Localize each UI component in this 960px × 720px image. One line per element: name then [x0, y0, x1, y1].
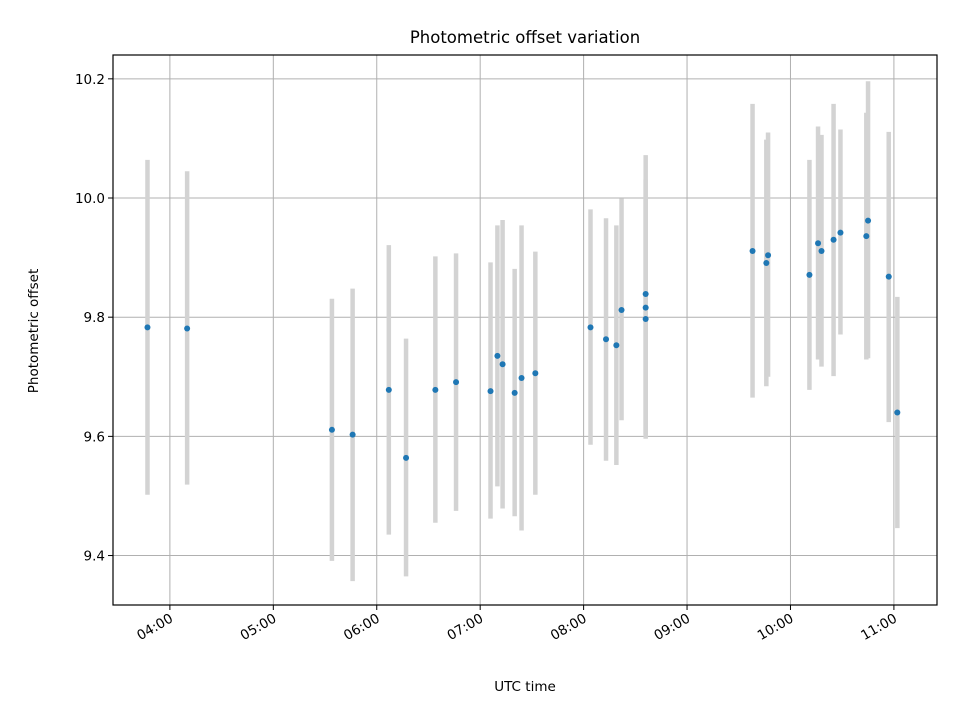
data-point [763, 259, 770, 266]
data-point [806, 271, 813, 278]
y-tick-label: 10.2 [75, 72, 105, 88]
x-axis-label: UTC time [494, 679, 556, 695]
y-axis-label: Photometric offset [26, 269, 42, 393]
x-tick-label: 08:00 [548, 611, 590, 644]
x-tick-label: 04:00 [134, 611, 176, 644]
y-tick-label: 9.6 [84, 429, 105, 445]
data-point [144, 324, 151, 331]
data-point [618, 307, 625, 314]
data-point [865, 217, 872, 224]
data-points [144, 217, 901, 461]
data-point [499, 361, 506, 368]
data-point [532, 370, 539, 377]
grid [113, 55, 937, 605]
x-tick-label: 05:00 [238, 611, 280, 644]
data-point [587, 324, 594, 331]
data-point [642, 315, 649, 322]
data-point [818, 248, 825, 255]
data-point [642, 304, 649, 311]
y-tick-label: 9.4 [84, 549, 105, 565]
data-point [613, 342, 620, 349]
plot-frame [112, 54, 938, 606]
data-point [765, 252, 772, 259]
data-point [815, 240, 822, 247]
y-tick-label: 9.8 [84, 310, 105, 326]
x-tick-label: 09:00 [651, 611, 693, 644]
data-point [432, 386, 439, 393]
chart-title: Photometric offset variation [410, 28, 640, 47]
x-tick-label: 10:00 [755, 611, 797, 644]
data-point [349, 431, 356, 438]
data-point [603, 336, 610, 343]
data-point [403, 454, 410, 461]
data-point [184, 325, 191, 332]
data-point [830, 236, 837, 243]
data-point [863, 233, 870, 240]
data-point [511, 389, 518, 396]
data-point [642, 290, 649, 297]
data-point [328, 426, 335, 433]
data-point [453, 379, 460, 386]
data-point [494, 352, 501, 359]
y-tick-label: 10.0 [75, 191, 105, 207]
y-axis-ticks: 9.4 9.6 9.8 10.0 10.2 [75, 72, 113, 565]
data-point [894, 409, 901, 416]
data-point [837, 229, 844, 236]
x-tick-label: 11:00 [858, 611, 900, 644]
data-point [487, 388, 494, 395]
data-point [385, 386, 392, 393]
data-point [885, 273, 892, 280]
x-tick-label: 07:00 [444, 611, 486, 644]
data-point [518, 374, 525, 381]
data-point [749, 248, 756, 255]
error-bars [145, 81, 900, 582]
x-axis-ticks: 04:00 05:00 06:00 07:00 08:00 09:00 10:00 11:00 [134, 605, 900, 644]
x-tick-label: 06:00 [341, 611, 383, 644]
